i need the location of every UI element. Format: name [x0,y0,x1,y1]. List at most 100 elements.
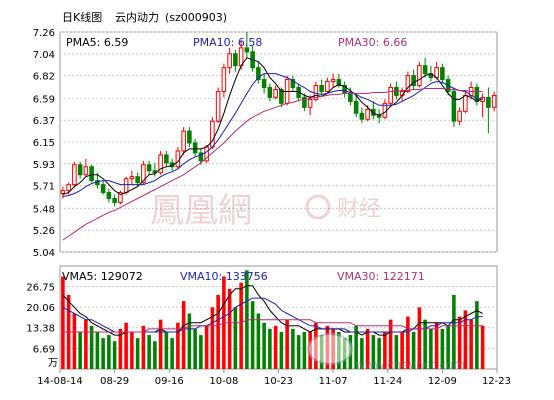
volume-bar [130,331,134,369]
candle-body [72,164,77,186]
price-y-tick-label: 5.48 [33,204,55,215]
candle-body [129,176,135,180]
price-y-tick-label: 6.15 [33,138,55,149]
price-y-tick-label: 6.59 [33,94,55,105]
volume-bar [400,331,404,369]
volume-bar [153,341,157,369]
price-ma-line-pma5 [62,57,483,196]
site-logo-icon [307,333,353,365]
candle-body [66,184,71,192]
volume-bar [158,319,163,369]
legend-vma10: VMA10: 133756 [180,270,268,283]
candle-body [451,90,457,122]
candle-body [83,166,89,176]
volume-bar [440,328,445,369]
price-ma-line-pma30 [62,88,483,241]
volume-bar [469,319,473,369]
volume-bar [239,282,243,369]
volume-bar [107,335,111,369]
volume-bar [371,335,376,369]
legend-pma5: PMA5: 6.59 [66,36,128,49]
volume-bar [199,335,203,369]
candle-body [267,86,273,98]
volume-bar [446,325,450,369]
volume-bar [204,325,209,369]
candle-body [463,94,468,112]
x-axis-ticks: 14-08-14 08-29 09-16 10-08 10-23 11-07 11-24 12… [37,369,511,387]
candle-body [273,88,278,98]
candle-body [123,178,129,194]
x-tick-label: 10-23 [264,376,293,387]
price-y-tick-label: 7.26 [33,28,55,39]
volume-bar [388,319,393,369]
volume-bar [147,335,151,369]
volume-bar [383,331,387,369]
candle-body [405,75,411,92]
candle-body [457,110,462,122]
volume-bar [141,325,146,369]
price-grid [60,31,497,253]
volume-bar [365,328,370,369]
candle-body [221,67,227,92]
price-y-tick-label: 6.82 [33,72,55,83]
candle-body [215,90,221,122]
stock-code: (sz000903) [165,11,227,24]
candle-body [307,98,313,108]
watermark-text: 鳳凰網 [150,191,252,231]
candle-body [325,81,330,92]
volume-bar [457,316,462,369]
volume-bar [176,322,180,369]
price-y-tick-label: 5.71 [33,182,55,193]
volume-bar [210,307,215,369]
volume-bar [61,276,65,369]
candle-body [474,86,480,102]
volume-bar [279,331,284,369]
legend-pma30: PMA30: 6.66 [338,36,407,49]
volume-bar [256,313,261,369]
volume-bar [216,294,220,369]
site-url: www.cnevnet.com [355,358,465,372]
volume-bar [181,301,186,369]
price-y-tick-label: 6.37 [33,116,55,127]
volume-bar [273,325,278,369]
volume-bar [193,328,197,369]
candle-body [192,142,198,154]
candle-body [422,65,428,75]
volume-bar [296,335,301,369]
candle-body [135,176,140,184]
volume-bar [394,335,399,369]
volume-ma-lines [62,285,483,336]
volume-bar [262,322,266,369]
x-tick-label: 11-24 [373,376,402,387]
volume-bar [452,294,456,369]
candle-body [491,94,497,108]
volume-bar [406,316,410,369]
volume-y-tick-label: 20.06 [26,303,55,314]
legend-vma30: VMA30: 122171 [337,270,425,283]
volume-bar [78,331,82,369]
watermark-sub: 财经 [337,197,381,222]
volume-unit: 万 [48,358,58,369]
candle-body [440,67,445,81]
volume-bar [164,331,169,369]
price-y-tick-label: 7.04 [33,50,55,61]
candle-body [411,75,416,87]
candle-body [302,96,307,108]
volume-y-tick-label: 26.75 [26,283,55,294]
volume-bar [187,313,192,369]
price-y-tick-label: 5.04 [33,248,55,259]
x-tick-label: 10-08 [209,376,238,387]
x-tick-label: 08-29 [100,376,129,387]
candle-body [371,108,376,116]
price-y-ticks: 7.26 7.04 6.82 6.59 6.37 6.15 5.93 5.71 5.48 5.26… [33,28,55,259]
price-y-tick-label: 5.26 [33,226,55,237]
volume-bar [170,338,174,369]
volume-bar [463,310,468,369]
candle-body [198,152,204,162]
volume-bar [302,331,307,369]
volume-bar [429,328,433,369]
volume-ma-line-vma30 [62,319,483,333]
volume-bar [291,328,295,369]
price-candles [60,32,497,207]
